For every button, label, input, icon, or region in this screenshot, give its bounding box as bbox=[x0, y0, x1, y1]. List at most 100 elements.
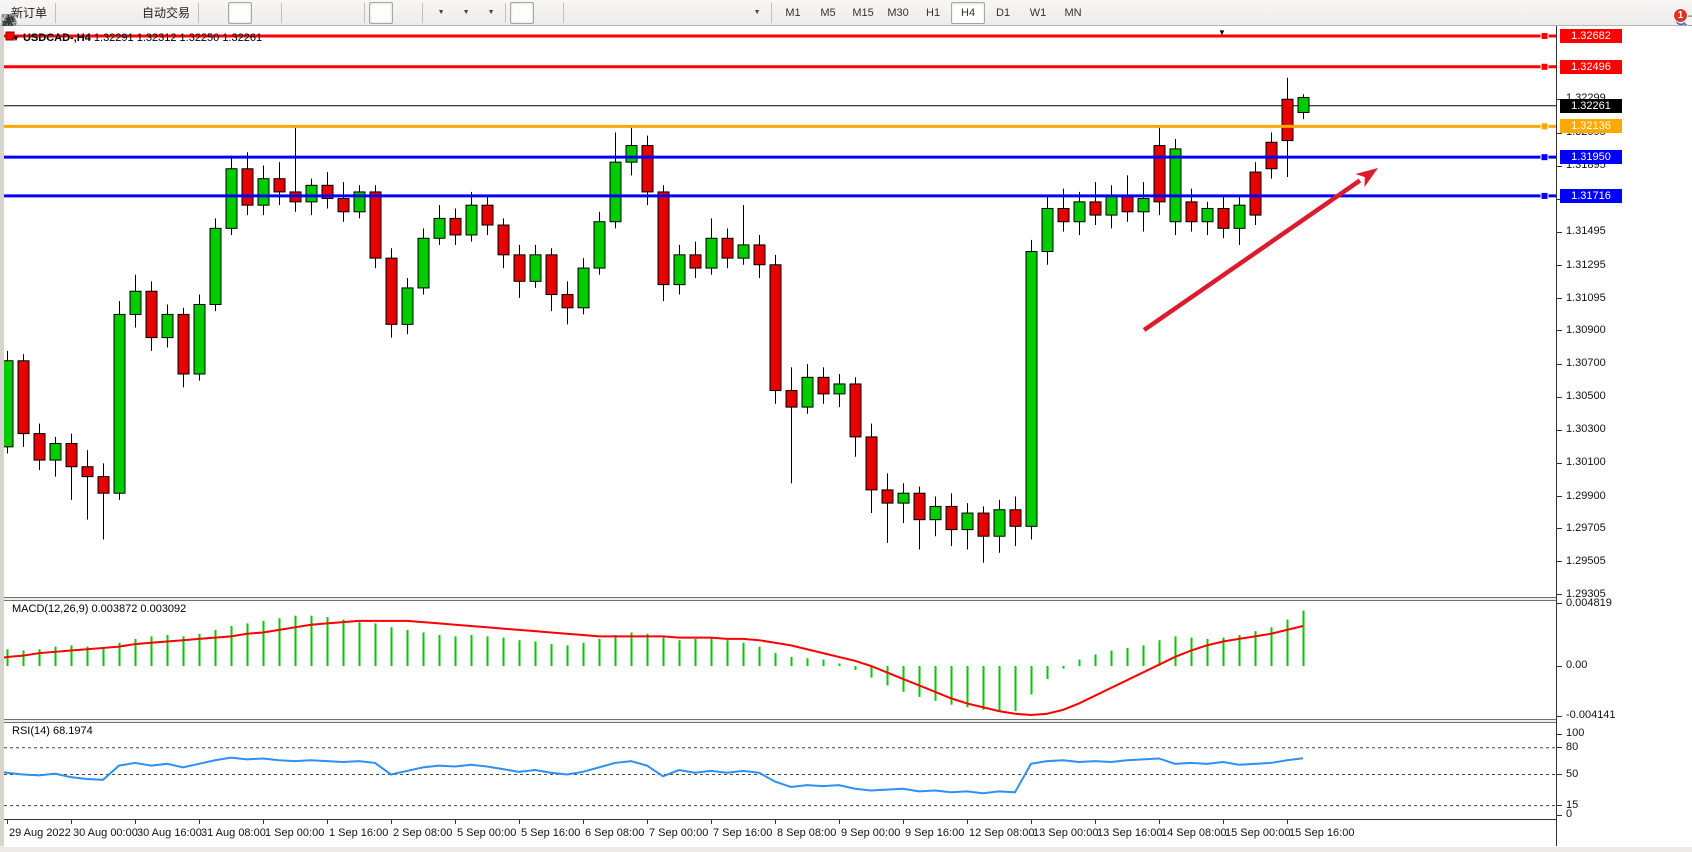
candle-body-bear[interactable] bbox=[449, 217, 462, 236]
line-handle[interactable] bbox=[1540, 191, 1549, 200]
candle-body-bull[interactable] bbox=[465, 204, 478, 236]
timeframe-m15-button[interactable]: M15 bbox=[852, 6, 874, 19]
vertical-line-tool-button[interactable] bbox=[7, 2, 592, 27]
candle-body-bear[interactable] bbox=[1121, 194, 1134, 213]
price-badge-1.32261[interactable]: 1.32261 bbox=[1560, 98, 1622, 113]
candle-body-bull[interactable] bbox=[49, 443, 62, 461]
candle-body-bear[interactable] bbox=[769, 264, 782, 392]
candle-body-bull[interactable] bbox=[4, 360, 14, 448]
auto-scroll-button[interactable] bbox=[1, 1, 394, 26]
candle-body-bear[interactable] bbox=[321, 184, 334, 200]
candle-body-bear[interactable] bbox=[1217, 207, 1230, 229]
candle-body-bear[interactable] bbox=[641, 145, 654, 193]
candle-body-bull[interactable] bbox=[1169, 148, 1182, 223]
candle-body-bear[interactable] bbox=[369, 191, 382, 259]
candle-body-bear[interactable] bbox=[481, 204, 494, 226]
candle-body-bull[interactable] bbox=[113, 313, 126, 494]
text-tool-button[interactable]: A bbox=[5, 2, 717, 29]
price-chart-canvas[interactable] bbox=[4, 26, 1556, 597]
crosshair-tool-button[interactable] bbox=[2, 2, 559, 28]
timeframe-h1-button[interactable]: H1 bbox=[926, 6, 941, 19]
price-axis[interactable]: 1.322991.320951.318951.316951.314951.312… bbox=[1556, 26, 1692, 846]
candle-body-bear[interactable] bbox=[33, 433, 46, 461]
candle-body-bull[interactable] bbox=[961, 512, 974, 531]
dropdown-arrow-icon[interactable]: ▼ bbox=[753, 9, 761, 16]
market-watch-button[interactable] bbox=[1, 2, 109, 27]
candle-body-bull[interactable] bbox=[593, 221, 606, 269]
candle-body-bull[interactable] bbox=[673, 254, 686, 286]
price-badge-1.32682[interactable]: 1.32682 bbox=[1560, 29, 1622, 43]
candle-body-bear[interactable] bbox=[337, 198, 350, 213]
arrows-tool-button[interactable]: ▼ bbox=[2, 2, 767, 26]
candle-body-bull[interactable] bbox=[993, 509, 1006, 537]
candle-body-bear[interactable] bbox=[1057, 207, 1070, 223]
candle-body-bull[interactable] bbox=[129, 290, 142, 315]
candle-body-bull[interactable] bbox=[401, 287, 414, 325]
candle-body-bear[interactable] bbox=[273, 178, 286, 193]
candle-body-bear[interactable] bbox=[385, 257, 398, 325]
rsi-canvas[interactable] bbox=[4, 723, 1556, 819]
candle-body-bull[interactable] bbox=[193, 303, 206, 375]
candle-body-bull[interactable] bbox=[1137, 198, 1150, 213]
fibonacci-tool-button[interactable]: F bbox=[2, 2, 692, 30]
signals-button[interactable] bbox=[4, 2, 134, 28]
auto-trading-button[interactable]: 自动交易 bbox=[1, 2, 194, 29]
zoom-in-button[interactable] bbox=[2, 2, 310, 28]
line-handle[interactable] bbox=[1540, 153, 1549, 162]
bar-chart-mode-button[interactable] bbox=[1, 2, 227, 26]
dropdown-arrow-icon[interactable]: ▼ bbox=[462, 9, 470, 16]
dropdown-arrow-icon[interactable]: ▼ bbox=[437, 9, 445, 16]
line-handle[interactable] bbox=[5, 31, 15, 41]
timeframe-w1-button[interactable]: W1 bbox=[1029, 6, 1047, 19]
candle-body-bear[interactable] bbox=[721, 237, 734, 259]
periods-menu-button[interactable]: ▼ bbox=[1, 2, 476, 28]
candle-body-bull[interactable] bbox=[1041, 207, 1054, 253]
candle-body-bull[interactable] bbox=[257, 178, 270, 206]
line-handle[interactable] bbox=[1540, 62, 1549, 71]
candle-body-bull[interactable] bbox=[737, 244, 750, 259]
candle-body-bull[interactable] bbox=[353, 191, 366, 213]
candle-body-bear[interactable] bbox=[977, 512, 990, 537]
candle-body-bull[interactable] bbox=[577, 267, 590, 309]
candle-body-bear[interactable] bbox=[145, 290, 158, 339]
time-axis[interactable]: 29 Aug 2022 30 Aug 00:00 30 Aug 16:00 31 Au… bbox=[4, 819, 1692, 847]
timeframe-d1-button[interactable]: D1 bbox=[996, 6, 1011, 19]
candle-body-bear[interactable] bbox=[785, 390, 798, 408]
zoom-out-button[interactable] bbox=[2, 2, 335, 28]
price-badge-1.32136[interactable]: 1.32136 bbox=[1560, 119, 1622, 134]
candle-body-bull[interactable] bbox=[625, 145, 638, 163]
chart-shift-button[interactable] bbox=[1, 2, 418, 26]
candle-body-bear[interactable] bbox=[1153, 145, 1166, 203]
candle-body-bull[interactable] bbox=[1073, 201, 1086, 223]
candle-body-bull[interactable] bbox=[1201, 207, 1214, 223]
timeframe-mn-button[interactable]: MN bbox=[1064, 6, 1082, 19]
candle-body-bull[interactable] bbox=[833, 383, 846, 395]
line-handle[interactable] bbox=[1540, 32, 1549, 40]
timeframe-h4-button[interactable]: H4 bbox=[951, 1, 986, 24]
candlestick-mode-button[interactable] bbox=[2, 1, 253, 28]
line-chart-mode-button[interactable] bbox=[1, 2, 277, 25]
candle-body-bear[interactable] bbox=[1265, 141, 1278, 170]
price-badge-1.31716[interactable]: 1.31716 bbox=[1560, 188, 1622, 203]
candle-body-bull[interactable] bbox=[529, 254, 542, 282]
candle-body-bear[interactable] bbox=[81, 466, 94, 478]
candle-body-bull[interactable] bbox=[705, 237, 718, 269]
timeframe-m1-button[interactable]: M1 bbox=[785, 6, 801, 19]
candle-body-bull[interactable] bbox=[225, 168, 238, 229]
candle-body-bear[interactable] bbox=[881, 489, 894, 504]
price-badge-1.31950[interactable]: 1.31950 bbox=[1560, 150, 1622, 165]
candle-body-bull[interactable] bbox=[209, 227, 222, 305]
candle-body-bull[interactable] bbox=[305, 184, 318, 203]
candle-body-bear[interactable] bbox=[497, 224, 510, 256]
candle-body-bear[interactable] bbox=[689, 254, 702, 269]
dropdown-arrow-icon[interactable]: ▼ bbox=[487, 9, 495, 16]
candle-body-bear[interactable] bbox=[97, 476, 110, 494]
candle-body-bear[interactable] bbox=[849, 383, 862, 438]
candle-body-bear[interactable] bbox=[913, 492, 926, 521]
candle-body-bear[interactable] bbox=[177, 313, 190, 375]
price-badge-1.32496[interactable]: 1.32496 bbox=[1560, 59, 1622, 74]
candle-body-bear[interactable] bbox=[1009, 509, 1022, 527]
channel-tool-button[interactable]: E bbox=[1, 2, 667, 30]
candle-body-bear[interactable] bbox=[561, 294, 574, 309]
candle-body-bear[interactable] bbox=[753, 244, 766, 266]
